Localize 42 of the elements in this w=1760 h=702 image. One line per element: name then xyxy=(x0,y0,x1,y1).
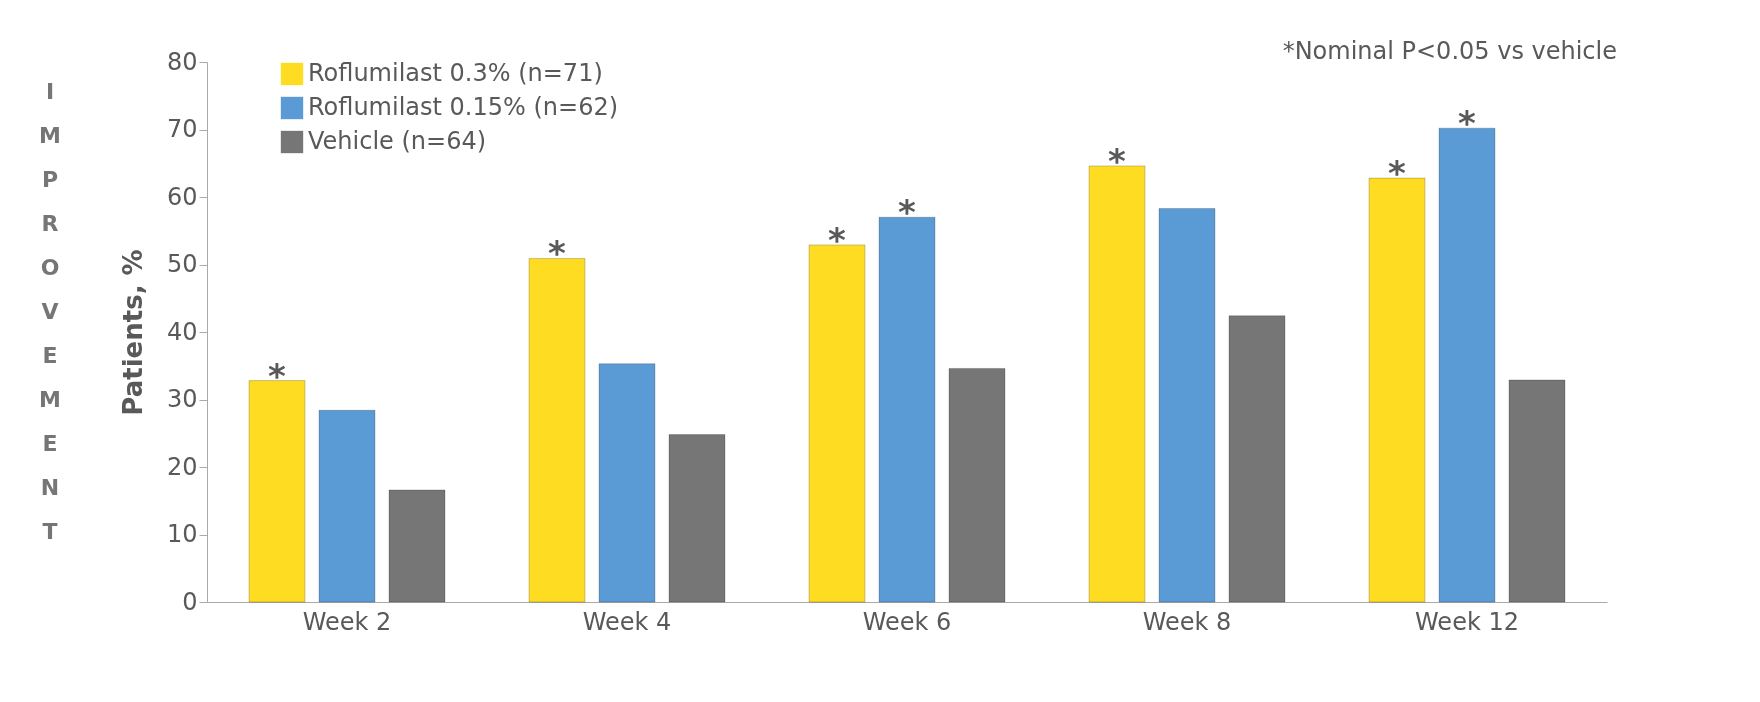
bar xyxy=(318,409,376,603)
bar xyxy=(1438,127,1496,603)
y-tick-label: 60 xyxy=(166,182,198,211)
data-label: * xyxy=(268,355,287,396)
bar xyxy=(1508,379,1566,603)
y-tick-label: 0 xyxy=(182,587,198,616)
y-tick-label: 80 xyxy=(166,47,198,76)
bar xyxy=(668,434,726,603)
text: IMPROVEMENT xyxy=(39,79,61,544)
bar xyxy=(388,489,446,603)
y-axis-title: Patients, % xyxy=(117,249,148,416)
bar xyxy=(948,367,1006,603)
bar xyxy=(598,363,656,603)
data-label: * xyxy=(898,192,917,233)
x-tick-label: Week 4 xyxy=(582,607,672,636)
y-tick-label: 70 xyxy=(166,115,198,143)
annotation: *Nominal P<0.05 vs vehicle xyxy=(1282,37,1617,65)
y-tick-label: 30 xyxy=(166,385,198,413)
bar xyxy=(248,380,306,603)
bar xyxy=(878,216,936,603)
x-tick-label: Week 12 xyxy=(1415,607,1519,636)
bar xyxy=(1368,177,1426,603)
data-label: * xyxy=(1458,103,1477,144)
legend-label: Roflumilast 0.3% (n=71) xyxy=(308,59,603,87)
legend-label: Roflumilast 0.15% (n=62) xyxy=(308,93,619,121)
data-label: * xyxy=(828,219,847,260)
data-label: * xyxy=(1108,140,1127,181)
y-tick-label: 40 xyxy=(166,317,198,346)
y-tick-label: 20 xyxy=(166,452,198,481)
x-tick-label: Week 6 xyxy=(862,607,952,636)
bar xyxy=(528,257,586,603)
y-tick-label: 50 xyxy=(166,250,198,278)
bar xyxy=(808,244,866,603)
legend-label: Vehicle (n=64) xyxy=(308,127,487,155)
x-tick-label: Week 2 xyxy=(302,607,392,636)
bar xyxy=(1158,207,1216,603)
y-tick-label: 10 xyxy=(166,520,198,548)
data-label: * xyxy=(548,233,567,274)
data-label: * xyxy=(1388,153,1407,194)
x-tick-label: Week 8 xyxy=(1142,607,1232,636)
bar xyxy=(1088,165,1146,603)
bar xyxy=(1228,315,1286,603)
